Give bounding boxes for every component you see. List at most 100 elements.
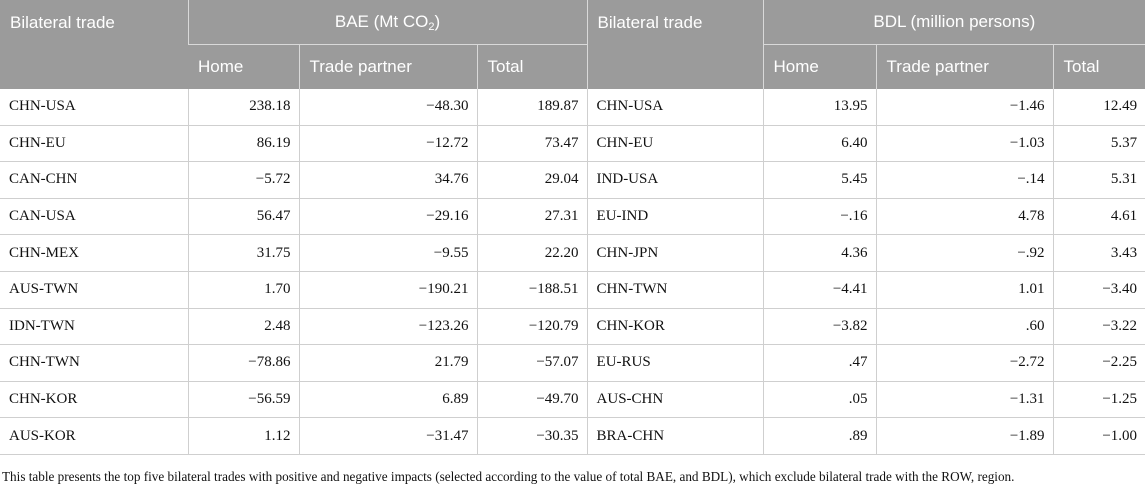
header-bdl-home: Home bbox=[762, 44, 877, 89]
bdl-partner-cell: −1.03 bbox=[875, 124, 1054, 163]
bdl-pair-cell: CHN-TWN bbox=[586, 270, 764, 309]
header-bilateral-trade-bdl: Bilateral trade bbox=[586, 0, 764, 89]
bdl-pair-cell: CHN-USA bbox=[586, 89, 764, 126]
header-bilateral-trade-bae: Bilateral trade bbox=[0, 0, 188, 89]
bdl-partner-cell: −1.46 bbox=[875, 89, 1054, 126]
bae-pair-cell: CAN-CHN bbox=[0, 161, 189, 199]
bilateral-trade-table: Bilateral trade BAE (Mt CO2) Bilateral t… bbox=[0, 0, 1145, 455]
bae-partner-cell: 6.89 bbox=[298, 380, 478, 419]
bae-pair-cell: CHN-MEX bbox=[0, 234, 189, 272]
bae-home-cell: 238.18 bbox=[187, 89, 300, 126]
bae-total-cell: 73.47 bbox=[476, 124, 588, 163]
bdl-home-cell: −.16 bbox=[762, 197, 877, 236]
bdl-pair-cell: EU-IND bbox=[586, 197, 764, 236]
bdl-partner-cell: −1.31 bbox=[875, 380, 1054, 419]
table-header: Bilateral trade BAE (Mt CO2) Bilateral t… bbox=[0, 0, 1145, 89]
bae-partner-cell: −12.72 bbox=[298, 124, 478, 163]
bdl-pair-cell: EU-RUS bbox=[586, 344, 764, 382]
bdl-total-cell: 5.31 bbox=[1052, 161, 1145, 199]
header-bae-partner: Trade partner bbox=[298, 44, 477, 89]
bae-partner-cell: −9.55 bbox=[298, 234, 478, 272]
bdl-total-cell: −1.25 bbox=[1052, 380, 1145, 419]
table-row: AUS-KOR 1.12 −31.47 −30.35 BRA-CHN .89 −… bbox=[0, 417, 1145, 455]
bae-partner-cell: −29.16 bbox=[298, 197, 478, 236]
bdl-home-cell: 13.95 bbox=[762, 89, 877, 126]
bae-home-cell: 1.12 bbox=[187, 417, 300, 455]
bae-total-cell: 27.31 bbox=[476, 197, 588, 236]
bdl-pair-cell: AUS-CHN bbox=[586, 380, 764, 419]
bae-title-subscript: 2 bbox=[428, 20, 435, 33]
bae-home-cell: 31.75 bbox=[187, 234, 300, 272]
bdl-total-cell: −3.40 bbox=[1052, 270, 1145, 309]
bae-home-cell: 2.48 bbox=[187, 307, 300, 346]
table-row: CHN-KOR −56.59 6.89 −49.70 AUS-CHN .05 −… bbox=[0, 380, 1145, 419]
bae-partner-cell: −190.21 bbox=[298, 270, 478, 309]
table-row: CHN-EU 86.19 −12.72 73.47 CHN-EU 6.40 −1… bbox=[0, 124, 1145, 163]
bdl-pair-cell: CHN-KOR bbox=[586, 307, 764, 346]
bae-pair-cell: CHN-KOR bbox=[0, 380, 189, 419]
bdl-pair-cell: CHN-JPN bbox=[586, 234, 764, 272]
bae-home-cell: 56.47 bbox=[187, 197, 300, 236]
table-row: CHN-TWN −78.86 21.79 −57.07 EU-RUS .47 −… bbox=[0, 344, 1145, 382]
bdl-pair-cell: BRA-CHN bbox=[586, 417, 764, 455]
bae-total-cell: 29.04 bbox=[476, 161, 588, 199]
table-row: CAN-CHN −5.72 34.76 29.04 IND-USA 5.45 −… bbox=[0, 161, 1145, 199]
bae-pair-cell: CAN-USA bbox=[0, 197, 189, 236]
bdl-total-cell: 12.49 bbox=[1052, 89, 1145, 126]
bae-home-cell: −78.86 bbox=[187, 344, 300, 382]
bdl-home-cell: 5.45 bbox=[762, 161, 877, 199]
bae-pair-cell: CHN-EU bbox=[0, 124, 189, 163]
bae-partner-cell: 34.76 bbox=[298, 161, 478, 199]
bae-partner-cell: −31.47 bbox=[298, 417, 478, 455]
table-row: CHN-MEX 31.75 −9.55 22.20 CHN-JPN 4.36 −… bbox=[0, 234, 1145, 272]
bae-pair-cell: CHN-USA bbox=[0, 89, 189, 126]
bae-partner-cell: −48.30 bbox=[298, 89, 478, 126]
bdl-home-cell: −3.82 bbox=[762, 307, 877, 346]
bae-total-cell: −30.35 bbox=[476, 417, 588, 455]
bae-total-cell: 189.87 bbox=[476, 89, 588, 126]
bdl-home-cell: 4.36 bbox=[762, 234, 877, 272]
bdl-total-cell: 5.37 bbox=[1052, 124, 1145, 163]
table-footnote: This table presents the top five bilater… bbox=[2, 469, 1015, 484]
bae-pair-cell: AUS-KOR bbox=[0, 417, 189, 455]
table-row: CAN-USA 56.47 −29.16 27.31 EU-IND −.16 4… bbox=[0, 197, 1145, 236]
header-bdl-total: Total bbox=[1052, 44, 1145, 89]
header-bdl-partner: Trade partner bbox=[875, 44, 1054, 89]
bdl-partner-cell: −2.72 bbox=[875, 344, 1054, 382]
table-row: CHN-USA 238.18 −48.30 189.87 CHN-USA 13.… bbox=[0, 89, 1145, 126]
bae-home-cell: 1.70 bbox=[187, 270, 300, 309]
bdl-pair-cell: CHN-EU bbox=[586, 124, 764, 163]
table-row: IDN-TWN 2.48 −123.26 −120.79 CHN-KOR −3.… bbox=[0, 307, 1145, 346]
bdl-home-cell: 6.40 bbox=[762, 124, 877, 163]
bae-total-cell: −49.70 bbox=[476, 380, 588, 419]
bae-total-cell: 22.20 bbox=[476, 234, 588, 272]
bdl-home-cell: .05 bbox=[762, 380, 877, 419]
bdl-total-cell: −2.25 bbox=[1052, 344, 1145, 382]
bae-pair-cell: IDN-TWN bbox=[0, 307, 189, 346]
bdl-partner-cell: 4.78 bbox=[875, 197, 1054, 236]
bdl-total-cell: 3.43 bbox=[1052, 234, 1145, 272]
bdl-partner-cell: 1.01 bbox=[875, 270, 1054, 309]
bae-partner-cell: −123.26 bbox=[298, 307, 478, 346]
bae-home-cell: −56.59 bbox=[187, 380, 300, 419]
header-bae-group: BAE (Mt CO2) bbox=[187, 0, 588, 45]
bdl-pair-cell: IND-USA bbox=[586, 161, 764, 199]
bae-total-cell: −57.07 bbox=[476, 344, 588, 382]
bdl-home-cell: −4.41 bbox=[762, 270, 877, 309]
header-bae-total: Total bbox=[476, 44, 588, 89]
bae-home-cell: 86.19 bbox=[187, 124, 300, 163]
bae-pair-cell: AUS-TWN bbox=[0, 270, 189, 309]
header-bae-home: Home bbox=[188, 44, 299, 89]
bae-total-cell: −120.79 bbox=[476, 307, 588, 346]
bae-title-suffix: ) bbox=[434, 11, 441, 31]
bae-partner-cell: 21.79 bbox=[298, 344, 478, 382]
bae-home-cell: −5.72 bbox=[187, 161, 300, 199]
bdl-home-cell: .47 bbox=[762, 344, 877, 382]
bdl-home-cell: .89 bbox=[762, 417, 877, 455]
bdl-partner-cell: .60 bbox=[875, 307, 1054, 346]
table-body: CHN-USA 238.18 −48.30 189.87 CHN-USA 13.… bbox=[0, 89, 1145, 455]
bdl-total-cell: −3.22 bbox=[1052, 307, 1145, 346]
bdl-partner-cell: −.92 bbox=[875, 234, 1054, 272]
bdl-partner-cell: −1.89 bbox=[875, 417, 1054, 455]
bdl-total-cell: 4.61 bbox=[1052, 197, 1145, 236]
